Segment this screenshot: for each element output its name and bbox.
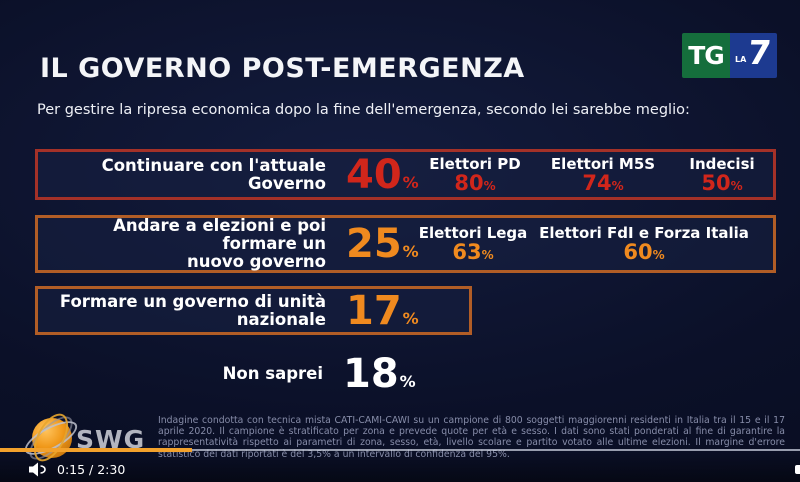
fullscreen-icon[interactable]	[795, 465, 800, 474]
tgla7-logo: TG LA 7	[682, 33, 777, 78]
volume-icon[interactable]	[29, 462, 47, 477]
video-progress-played[interactable]	[0, 448, 192, 452]
la7-logo-seven-text: 7	[745, 33, 774, 72]
swg-globe-icon	[20, 408, 82, 467]
breakdown-elettori-m5s: Elettori M5S 74%	[550, 155, 656, 195]
result-label: Formare un governo di unità nazionale	[59, 291, 326, 329]
result-row-andare-a-elezioni: Andare a elezioni e poi formare un nuovo…	[35, 215, 776, 273]
percent-sign: %	[481, 248, 494, 262]
result-row-non-saprei: Non saprei 18%	[35, 351, 475, 397]
breakdown-elettori-lega: Elettori Lega 63%	[418, 224, 528, 264]
percent-sign: %	[402, 242, 419, 261]
breakdown-elettori-fdi-forza-italia: Elettori FdI e Forza Italia 60%	[539, 224, 749, 264]
methodology-footnote: Indagine condotta con tecnica mista CATI…	[158, 415, 785, 460]
percent-sign: %	[652, 248, 665, 262]
tg-logo-badge: TG	[682, 33, 730, 78]
percent-sign: %	[730, 179, 743, 193]
result-value: 18%	[343, 351, 416, 397]
result-label: Non saprei	[222, 364, 323, 383]
la7-logo-la-text: LA	[735, 55, 747, 64]
result-row-continuare-governo: Continuare con l'attuale Governo 40% Ele…	[35, 149, 776, 200]
breakdown-elettori-pd: Elettori PD 80%	[429, 155, 521, 195]
video-time: 0:15 / 2:30	[57, 462, 126, 477]
page-title: IL GOVERNO POST-EMERGENZA	[40, 53, 525, 84]
result-row-governo-unita-nazionale: Formare un governo di unità nazionale 17…	[35, 286, 472, 335]
video-progress-bar[interactable]	[192, 449, 800, 451]
percent-sign: %	[399, 372, 416, 391]
result-label: Andare a elezioni e poi formare un nuovo…	[113, 216, 326, 271]
poll-question: Per gestire la ripresa economica dopo la…	[37, 102, 690, 118]
percent-sign: %	[402, 172, 419, 192]
result-label: Continuare con l'attuale Governo	[101, 155, 326, 193]
result-value: 40%	[346, 151, 419, 198]
result-value: 25%	[346, 221, 419, 267]
percent-sign: %	[611, 179, 624, 193]
percent-sign: %	[483, 179, 496, 193]
percent-sign: %	[402, 308, 419, 328]
result-value: 17%	[346, 287, 419, 334]
la7-logo-badge: LA 7	[730, 33, 777, 78]
breakdown-indecisi: Indecisi 50%	[689, 155, 755, 195]
